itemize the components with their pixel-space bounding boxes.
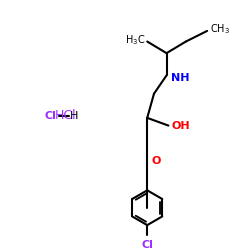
Text: HCl: HCl xyxy=(54,110,76,122)
Text: O: O xyxy=(151,156,160,166)
Text: H$_3$C: H$_3$C xyxy=(125,33,145,46)
Text: NH: NH xyxy=(172,73,190,83)
Text: Cl: Cl xyxy=(45,111,57,121)
Text: CH$_3$: CH$_3$ xyxy=(210,22,230,36)
Text: Cl: Cl xyxy=(141,240,153,250)
Text: H: H xyxy=(70,111,78,121)
Text: OH: OH xyxy=(172,120,190,130)
